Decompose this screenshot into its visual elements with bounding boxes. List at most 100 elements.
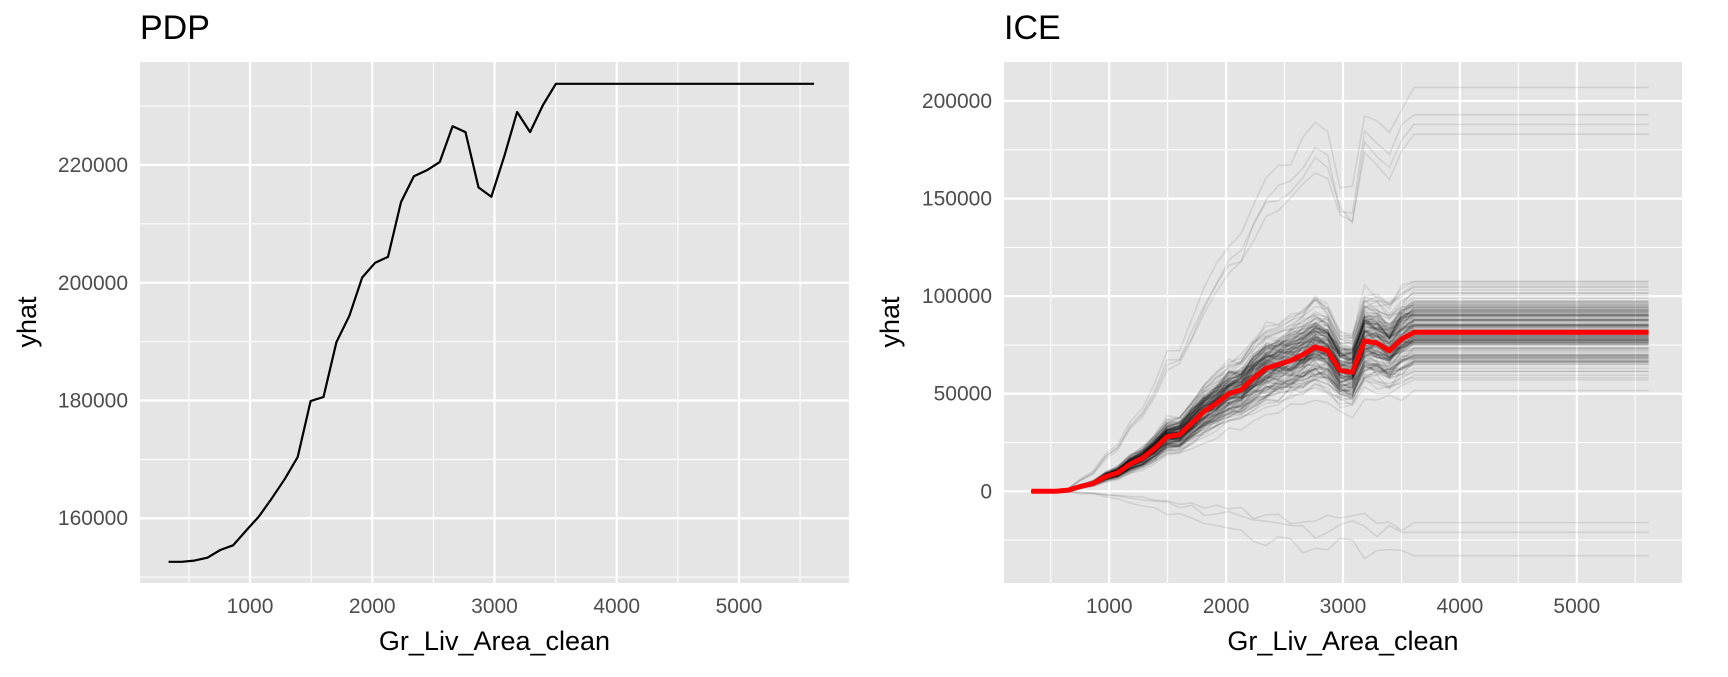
ice-curve <box>1031 304 1649 493</box>
pdp-series-group <box>168 82 814 563</box>
ice-curve <box>1031 360 1649 493</box>
ice-x-tick-label: 2000 <box>1203 595 1250 618</box>
ice-curve <box>1031 308 1649 493</box>
ice-y-tick-label: 100000 <box>922 285 992 308</box>
pdp-y-tick-labels: 160000 180000 200000 220000 <box>58 154 128 530</box>
ice-curve <box>1031 370 1649 493</box>
pdp-x-axis-label: Gr_Liv_Area_clean <box>379 626 610 656</box>
ice-curve <box>1031 300 1649 493</box>
ice-curve <box>1031 123 1649 493</box>
ice-curve <box>1031 361 1649 493</box>
pdp-y-axis-label: yhat <box>12 296 42 348</box>
pdp-x-tick-label: 5000 <box>716 595 763 618</box>
ice-y-tick-label: 200000 <box>922 90 992 113</box>
ice-curve <box>1031 306 1649 493</box>
ice-curve <box>1031 302 1649 493</box>
ice-curve <box>1031 370 1649 493</box>
ice-curve <box>1031 358 1649 493</box>
pdp-y-tick-label: 200000 <box>58 272 128 295</box>
ice-curve <box>1031 291 1649 493</box>
ice-curve <box>1031 311 1649 493</box>
ice-curve <box>1031 309 1649 493</box>
ice-curve <box>1031 86 1649 493</box>
ice-curve <box>1031 374 1649 493</box>
ice-y-axis-label: yhat <box>875 296 905 348</box>
ice-curve <box>1031 348 1649 493</box>
ice-curve <box>1031 307 1649 493</box>
ice-curve <box>1031 292 1649 493</box>
ice-x-tick-label: 3000 <box>1320 595 1367 618</box>
ice-curve <box>1031 361 1649 493</box>
ice-curve <box>1031 294 1649 493</box>
ice-curve <box>1031 305 1649 493</box>
ice-panel: ICE 1000 2000 3000 4000 5000 0 50000 100000 150… <box>875 9 1682 656</box>
ice-curve <box>1031 113 1649 493</box>
ice-curve <box>1031 133 1649 493</box>
ice-curve <box>1031 310 1649 493</box>
pdp-x-tick-label: 4000 <box>593 595 640 618</box>
pdp-x-tick-label: 3000 <box>471 595 518 618</box>
ice-curve <box>1031 357 1649 493</box>
ice-curve <box>1031 306 1649 493</box>
pdp-x-tick-labels: 1000 2000 3000 4000 5000 <box>227 595 763 618</box>
ice-curve <box>1031 302 1649 493</box>
ice-curve <box>1031 313 1649 493</box>
ice-curve <box>1031 283 1649 493</box>
ice-y-tick-labels: 0 50000 100000 150000 200000 <box>922 90 992 503</box>
ice-curve <box>1031 314 1649 493</box>
ice-curve <box>1031 339 1649 493</box>
ice-curve <box>1031 341 1649 493</box>
ice-y-tick-label: 0 <box>980 480 992 503</box>
ice-curve <box>1031 376 1649 493</box>
ice-curve <box>1031 353 1649 493</box>
pdp-title: PDP <box>140 9 210 47</box>
ice-curve <box>1031 312 1649 493</box>
ice-y-tick-label: 150000 <box>922 188 992 211</box>
ice-curve <box>1031 309 1649 493</box>
pdp-y-tick-label: 220000 <box>58 154 128 177</box>
ice-curve <box>1031 354 1649 493</box>
ice-curve <box>1031 347 1649 493</box>
ice-curve <box>1031 357 1649 493</box>
ice-curve <box>1031 304 1649 493</box>
ice-average-line <box>1031 329 1649 494</box>
ice-curve <box>1031 354 1649 493</box>
ice-curve <box>1031 347 1649 493</box>
ice-curve <box>1031 342 1649 493</box>
ice-curve <box>1031 289 1649 493</box>
pdp-y-tick-label: 160000 <box>58 507 128 530</box>
ice-curve <box>1031 358 1649 493</box>
pdp-x-tick-label: 2000 <box>349 595 396 618</box>
ice-curve <box>1031 300 1649 493</box>
ice-curve <box>1031 341 1649 493</box>
ice-curve <box>1031 301 1649 493</box>
ice-curves-group <box>1031 86 1649 560</box>
ice-curve <box>1031 355 1649 493</box>
ice-curve <box>1031 378 1649 493</box>
ice-curve <box>1031 303 1649 493</box>
pdp-line <box>168 82 814 563</box>
ice-curve <box>1031 310 1649 493</box>
ice-curve <box>1031 306 1649 493</box>
pdp-grid <box>140 62 849 583</box>
ice-curve <box>1031 318 1649 493</box>
ice-curve <box>1031 309 1649 493</box>
ice-x-tick-label: 4000 <box>1437 595 1484 618</box>
ice-curve <box>1031 311 1649 493</box>
ice-curve <box>1031 353 1649 493</box>
ice-curve <box>1031 367 1649 493</box>
pdp-x-tick-label: 1000 <box>227 595 274 618</box>
ice-y-tick-label: 50000 <box>934 383 992 406</box>
ice-x-tick-label: 5000 <box>1553 595 1600 618</box>
ice-title: ICE <box>1004 9 1061 47</box>
ice-curve <box>1031 359 1649 493</box>
ice-curve <box>1031 490 1649 532</box>
ice-curve <box>1031 280 1649 493</box>
ice-curve <box>1031 319 1649 493</box>
ice-curve <box>1031 354 1649 493</box>
ice-grid <box>1004 62 1682 583</box>
ice-curve <box>1031 363 1649 493</box>
ice-curve <box>1031 280 1649 493</box>
ice-curve <box>1031 314 1649 493</box>
